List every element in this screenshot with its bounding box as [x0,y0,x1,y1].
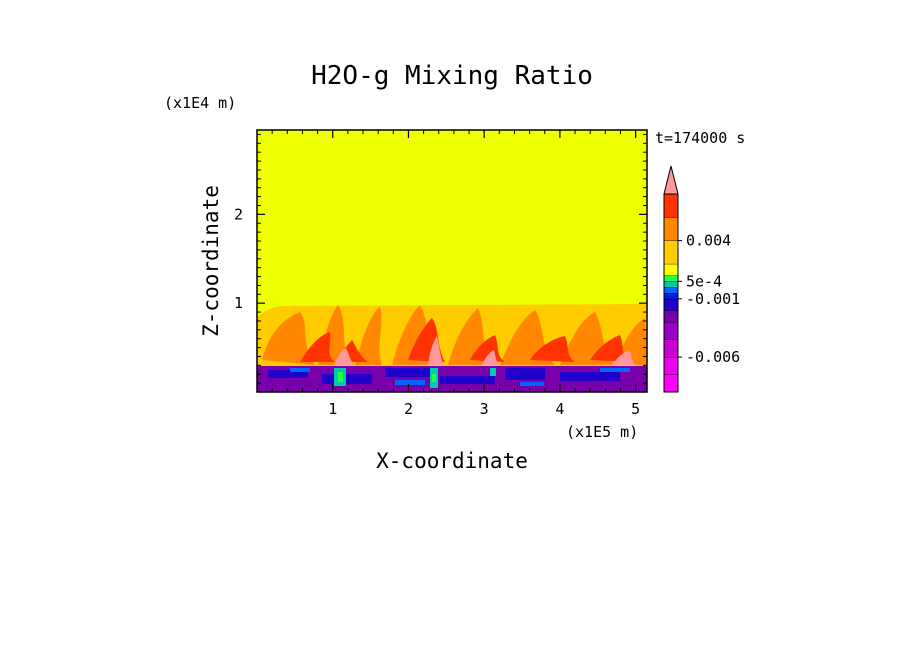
colorbar-label: 0.004 [686,232,731,250]
x-tick-label: 4 [555,400,564,418]
colorbar-segment [664,298,678,311]
x-tick-label: 5 [631,400,640,418]
colorbar-segment [664,217,678,241]
colorbar-label: -0.006 [686,348,740,366]
plot-area [257,130,647,392]
colorbar-segment [664,240,678,264]
chart-title: H2O-g Mixing Ratio [311,61,593,91]
colorbar-label: -0.001 [686,290,740,308]
y-unit-label: (x1E4 m) [164,94,236,112]
x-unit-label: (x1E5 m) [566,423,638,441]
plume-pink-peaks [334,336,636,365]
surface-lightblue-patches [290,368,630,386]
colorbar-label: 5e-4 [686,272,722,290]
y-tick-label: 2 [234,205,243,223]
colorbar-segment [664,194,678,218]
colorbar-segment [664,275,678,282]
colorbar-segment [664,281,678,288]
x-tick-label: 2 [404,400,413,418]
x-tick-label: 3 [480,400,489,418]
colorbar-segment [664,293,678,299]
time-label: t=174000 s [655,129,745,147]
plot-frame [256,129,648,393]
x-axis-label: X-coordinate [376,449,528,473]
y-tick-label: 1 [234,294,243,312]
surface-bright-green-spots [338,372,436,382]
colorbar-frame [663,193,679,393]
colorbar-segment [664,357,678,375]
colorbar-segment [664,263,678,276]
plume-red-cores [300,318,630,362]
surface-blue-patches [268,368,620,384]
colorbar-segment [664,310,678,323]
x-tick-label: 1 [328,400,337,418]
y-ticks: 12 [234,133,647,384]
colorbar-segment [664,287,678,293]
colorbar: 0.004 5e-4-0.001 -0.006 [663,165,740,393]
colorbar-segment [664,339,678,358]
x-ticks: 1 2 3 4 5 [271,130,640,418]
colorbar-segment [664,322,678,340]
colorbar-extend-arrow [663,165,679,195]
colorbar-segment [664,374,678,392]
y-axis-label: Z-coordinate [199,185,223,337]
